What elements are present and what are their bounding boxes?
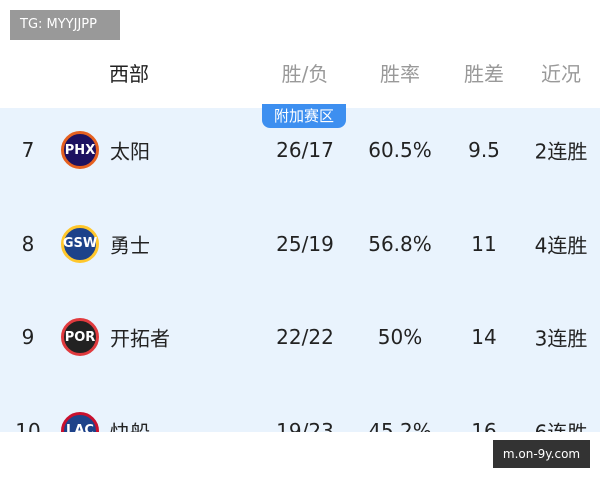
gb: 11 — [471, 231, 497, 256]
header-conference: 西部 — [109, 62, 149, 86]
watermark: m.on-9y.com — [493, 440, 590, 468]
streak: 4连胜 — [534, 233, 588, 257]
header-record: 胜/负 — [281, 62, 329, 86]
watermark: TG: MYYJJPP — [10, 10, 120, 40]
pct: 50% — [377, 325, 423, 349]
pct: 45.2% — [368, 418, 432, 433]
streak: 2连胜 — [534, 139, 588, 164]
streak: 3连胜 — [534, 326, 588, 351]
rank: 8 — [21, 231, 35, 256]
streak: 6连胜 — [534, 420, 588, 432]
team: 勇士 — [110, 233, 150, 257]
logo: POR — [61, 318, 99, 356]
gb: 14 — [471, 325, 497, 349]
record: 25/19 — [276, 231, 334, 256]
team: 开拓者 — [110, 326, 170, 351]
team: 太阳 — [110, 139, 150, 164]
pct: 56.8% — [368, 231, 432, 256]
rank: 9 — [21, 325, 35, 349]
header-pct: 胜率 — [380, 62, 420, 86]
gb: 9.5 — [468, 138, 500, 162]
logo: LAC — [61, 411, 99, 432]
gb: 16 — [471, 418, 497, 433]
record: 22/22 — [276, 325, 334, 349]
pct: 60.5% — [368, 138, 432, 162]
record: 26/17 — [276, 138, 334, 162]
rank: 10 — [15, 418, 41, 433]
header-gb: 胜差 — [464, 62, 504, 86]
header-streak: 近况 — [541, 62, 581, 86]
standings-area: 7 PHX 太阳 26/17 60.5% 9.5 2连胜 8 GSW 勇士 25/19 56.8% 11… — [0, 108, 600, 432]
rank: 7 — [21, 138, 35, 162]
record: 19/23 — [276, 418, 334, 433]
logo: PHX — [61, 131, 99, 169]
team: 快船 — [110, 420, 150, 432]
logo: GSW — [61, 224, 99, 263]
zone-badge: 附加赛区 — [262, 104, 346, 128]
